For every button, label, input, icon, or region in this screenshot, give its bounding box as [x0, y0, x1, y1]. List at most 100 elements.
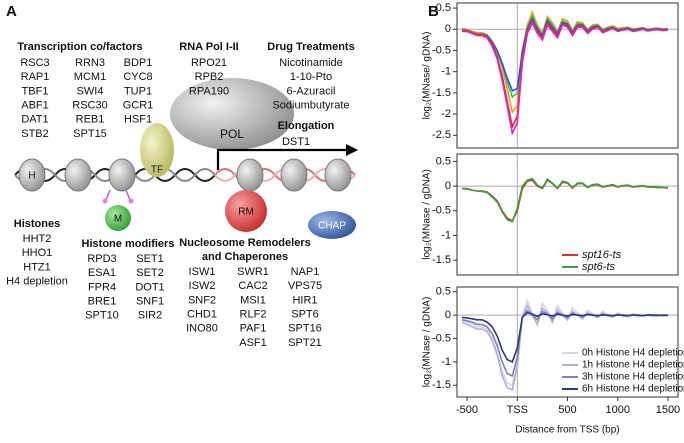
series-line — [462, 18, 669, 130]
series-line — [461, 177, 668, 223]
mark-stem — [125, 189, 131, 201]
gene-label: CAC2 — [238, 280, 267, 292]
polymerase — [170, 78, 294, 150]
y-tick-label: -1.5 — [432, 254, 451, 266]
gene-label: H4 depletion — [6, 276, 68, 288]
gene-label: RPO21 — [191, 57, 227, 69]
gene-label: SET2 — [136, 267, 164, 279]
gene-label: SET1 — [136, 253, 164, 265]
gene-label: MSI1 — [240, 294, 266, 306]
gene-label: ASF1 — [239, 337, 267, 349]
panel-label: A — [6, 3, 17, 20]
gene-label: TBF1 — [22, 85, 49, 97]
arrow-head — [346, 144, 358, 156]
y-tick-label: 0 — [445, 23, 451, 35]
gene-label: STB2 — [21, 128, 49, 140]
plot-frame — [456, 2, 679, 149]
gene-label: SPT15 — [73, 128, 107, 140]
remodeler — [225, 190, 267, 232]
mark-stem — [105, 189, 111, 201]
nucleosome — [280, 158, 308, 192]
group-title: Nucleosome Remodelers — [179, 237, 310, 249]
gene-label: SPT16 — [288, 323, 322, 335]
gene-label: MCM1 — [74, 71, 106, 83]
shape-label: M — [114, 214, 122, 225]
gene-label: Nicotinamide — [279, 57, 343, 69]
group-title: Transcription co/factors — [17, 41, 142, 53]
gene-label: 6-Azuracil — [287, 85, 336, 97]
gene-label: DOT1 — [135, 281, 164, 293]
y-tick-label: -1 — [441, 66, 451, 78]
gene-label: HTZ1 — [23, 261, 51, 273]
gene-label: ABF1 — [21, 100, 49, 112]
gene-label: GCR1 — [123, 100, 154, 112]
y-tick-label: 0.5 — [436, 2, 451, 14]
legend-label: 1h Histone H4 depletion — [582, 360, 684, 371]
gene-label: Sodiumbutyrate — [272, 100, 349, 112]
gene-label: DAT1 — [21, 114, 48, 126]
chaperone — [308, 211, 356, 239]
nucleosome — [108, 158, 136, 192]
gene-label: VPS75 — [288, 280, 322, 292]
tf — [140, 123, 174, 177]
y-tick-label: -0.5 — [432, 44, 451, 56]
legend-label: 6h Histone H4 depletion — [582, 384, 684, 395]
group-title: Histones — [14, 218, 60, 230]
group-title: Elongation — [278, 120, 335, 132]
y-tick-label: 0.5 — [436, 286, 451, 298]
legend-label: 0h Histone H4 depletion — [582, 348, 684, 359]
plot-frame — [456, 153, 679, 276]
gene-label: SIR2 — [138, 310, 162, 322]
plot-area — [461, 10, 669, 136]
group-title: Histone modifiers — [82, 238, 175, 250]
group-title: Drug Treatments — [267, 41, 354, 53]
gene-label: CYC8 — [123, 71, 152, 83]
modifier — [105, 205, 131, 231]
mark — [102, 198, 108, 204]
gene-label: HHT2 — [23, 233, 52, 245]
gene-label: SPT21 — [288, 337, 322, 349]
y-axis-label: log₂(MNase / gDNA) — [422, 169, 433, 260]
y-tick-label: -1.5 — [432, 87, 451, 99]
gene-label: SWR1 — [237, 266, 269, 278]
gene-label: SNF1 — [136, 296, 164, 308]
y-tick-label: 0 — [445, 180, 451, 192]
legend-label: 3h Histone H4 depletion — [582, 372, 684, 383]
gene-label: RPD3 — [87, 253, 116, 265]
gene-label: SNF2 — [188, 294, 216, 306]
nucleosome — [324, 158, 352, 192]
gene-label: BDP1 — [124, 57, 153, 69]
gene-label: HSF1 — [124, 114, 152, 126]
gene-label: RPA190 — [189, 85, 229, 97]
gene-label: ISW2 — [189, 280, 216, 292]
gene-label: FPR4 — [88, 281, 116, 293]
gene-label: 1-10-Pto — [290, 71, 332, 83]
x-axis-label: Distance from TSS (bp) — [515, 425, 619, 436]
x-tick-label: 1000 — [605, 404, 629, 416]
x-tick-label: 500 — [558, 404, 576, 416]
y-axis-label: log₂(MNase / gDNA) — [422, 297, 433, 388]
gene-label: DST1 — [282, 136, 310, 148]
gene-label: ISW1 — [189, 266, 216, 278]
gene-label: CHD1 — [187, 309, 217, 321]
y-tick-label: -2.5 — [432, 129, 451, 141]
shape-label: H — [28, 171, 35, 182]
series-line — [461, 10, 669, 114]
gene-label: ESA1 — [88, 267, 116, 279]
x-tick-label: TSS — [507, 404, 528, 416]
y-tick-label: -1.5 — [432, 379, 451, 391]
gene-label: TUP1 — [124, 85, 152, 97]
series-line — [462, 21, 669, 136]
plot-area — [461, 177, 669, 223]
gene-label: REB1 — [76, 114, 105, 126]
nucleosome — [236, 158, 264, 192]
shape-label: RM — [238, 207, 254, 218]
y-tick-label: 0.5 — [436, 155, 451, 167]
gene-label: RSC30 — [72, 100, 107, 112]
legend-label: spt16-ts — [582, 249, 622, 261]
plot-frame — [456, 286, 679, 398]
gene-label: NAP1 — [291, 266, 320, 278]
y-axis-label: log₂(MNase/ gDNA) — [422, 32, 433, 120]
gene-label: SWI4 — [77, 85, 104, 97]
